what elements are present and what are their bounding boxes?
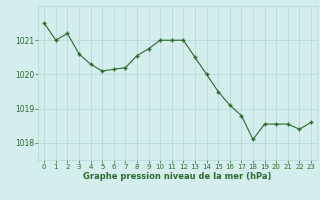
X-axis label: Graphe pression niveau de la mer (hPa): Graphe pression niveau de la mer (hPa)	[84, 172, 272, 181]
